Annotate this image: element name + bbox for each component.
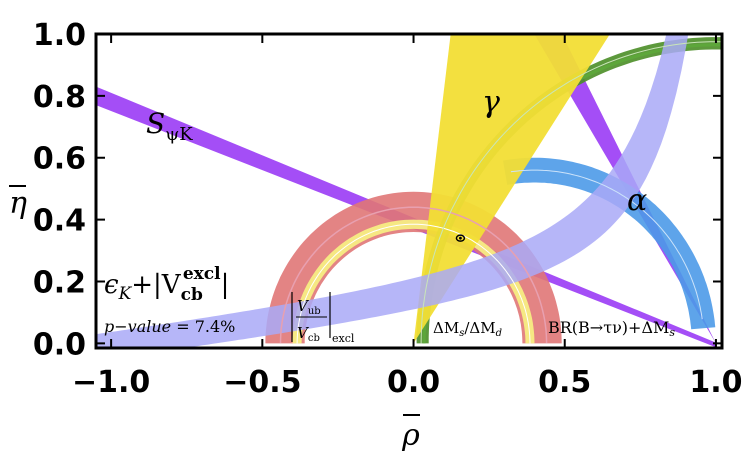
y-tick-label-4: 0.8 — [33, 80, 86, 115]
label-dms-sub: s — [459, 328, 464, 339]
label-spsik-sub: ψK — [165, 124, 193, 145]
label-vub-denominator: Vcb — [297, 324, 320, 344]
y-axis-title: η — [9, 185, 27, 221]
label-epsk-k: K — [118, 284, 133, 304]
y-tick-labels: 0.0 0.2 0.4 0.6 0.8 1.0 — [33, 18, 86, 362]
label-br-btaunu: BR(B→τν)+ΔMs — [548, 318, 675, 339]
label-epsk-vcb: ϵK+|Vcbexcl| — [104, 264, 229, 305]
label-epsk-sup: excl — [183, 264, 221, 284]
label-pvalue: p−value = 7.4% — [104, 317, 235, 336]
label-dms-dmd: ΔMs/ΔMd — [433, 319, 502, 339]
label-dmd: /ΔM — [464, 319, 495, 337]
plot-frame — [94, 32, 724, 350]
apex-marker — [455, 234, 466, 242]
x-tick-label-4: 1.0 — [689, 365, 742, 400]
y-axis-title-text: η — [9, 186, 27, 221]
band-wedge-1 — [534, 34, 716, 344]
x-axis-title: ρ — [401, 414, 420, 453]
label-pvalue-rest: = 7.4% — [171, 317, 235, 336]
label-spsik: SψK — [146, 107, 193, 145]
label-br-sub: s — [669, 326, 675, 339]
y-tick-label-3: 0.6 — [33, 142, 86, 177]
label-spsik-main: S — [146, 107, 165, 140]
label-vub-vcb: Vub Vcb excl — [291, 292, 355, 345]
apex-ellipse — [455, 234, 466, 242]
label-vub-excl: excl — [332, 332, 355, 345]
band-epsk-8 — [96, 34, 689, 348]
contour-vub-inner — [296, 223, 531, 344]
label-dms: ΔM — [433, 319, 459, 337]
constraint-bands — [96, 34, 722, 348]
tick-marks — [96, 33, 722, 348]
label-alpha: α — [627, 183, 647, 218]
label-epsk-rest: +|V — [131, 270, 182, 300]
label-br-main: BR(B→τν)+ΔM — [548, 318, 669, 337]
y-tick-label-1: 0.2 — [33, 265, 86, 300]
x-tick-label-3: 0.5 — [538, 365, 591, 400]
x-tick-label-2: 0.0 — [387, 365, 440, 400]
x-tick-labels: −1.0 −0.5 0.0 0.5 1.0 — [72, 365, 743, 400]
apex-dot — [459, 236, 462, 240]
label-epsk-end: | — [221, 270, 230, 300]
y-tick-label-0: 0.0 — [33, 327, 86, 362]
x-tick-label-1: −0.5 — [223, 365, 301, 400]
y-tick-label-5: 1.0 — [33, 18, 86, 53]
label-gamma: γ — [482, 85, 500, 120]
label-vub-numerator: Vub — [297, 297, 321, 317]
y-tick-label-2: 0.4 — [33, 204, 86, 239]
contour-vub-outer — [279, 206, 548, 344]
contour-alpha — [510, 169, 703, 320]
x-axis-title-text: ρ — [401, 418, 420, 453]
label-dmd-sub: d — [496, 328, 502, 339]
label-epsk-eps: ϵ — [104, 270, 119, 300]
x-tick-label-0: −1.0 — [72, 365, 150, 400]
label-pvalue-italic: p−value — [104, 317, 171, 336]
label-epsk-vcb-sub: cb — [181, 285, 203, 305]
